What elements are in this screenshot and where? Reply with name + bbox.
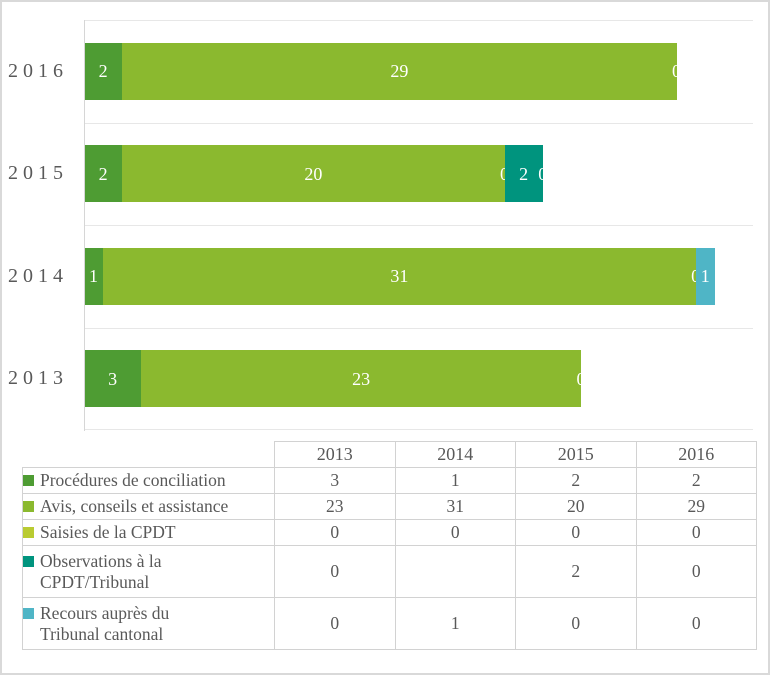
y-axis-label: 2015 (8, 162, 68, 185)
bar-row: 3 23 0 (84, 350, 753, 408)
bar-value-label: 2 (519, 163, 529, 184)
legend-swatch-icon (23, 527, 34, 539)
bar-value-label: 0 (576, 368, 586, 389)
table-cell-value: 0 (515, 597, 637, 650)
bar-segment (103, 247, 696, 305)
bar-segment (84, 247, 104, 305)
legend-label: Recours auprès du Tribunal cantonal (40, 602, 170, 644)
legend-label: Observations à la CPDT/Tribunal (40, 550, 162, 592)
table-body: Procédures de conciliation 3 1 2 2 Avis, cons… (22, 467, 757, 650)
legend-swatch-icon (23, 607, 34, 619)
table-cell-value: 2 (515, 467, 637, 494)
legend-swatch-icon (23, 555, 34, 567)
table-cell-value: 0 (274, 545, 396, 598)
plot-area: 2290220020131013230 (84, 20, 753, 430)
gridline (84, 122, 753, 124)
bar-segment (122, 145, 505, 203)
bar-value-label: 3 (108, 368, 118, 389)
table-row: Procédures de conciliation 3 1 2 2 (22, 467, 757, 494)
bar-value-label: 0 (672, 61, 682, 82)
table-row: Recours auprès du Tribunal cantonal 0 1 0 0 (22, 597, 757, 650)
table-row-label: Procédures de conciliation (22, 467, 275, 494)
bar-value-label: 1 (89, 266, 99, 287)
table-row: Avis, conseils et assistance 23 31 20 29 (22, 493, 757, 520)
y-axis-line (84, 20, 85, 431)
bar-segment (695, 247, 715, 305)
gridline (84, 20, 753, 21)
table-cell-value: 1 (394, 597, 516, 650)
table-cell-value: 3 (274, 467, 396, 494)
bar-segment (84, 42, 123, 100)
table-row-label-content: Avis, conseils et assistance (23, 495, 274, 517)
table-row-label: Observations à la CPDT/Tribunal (22, 545, 275, 598)
bar-row: 13101 (84, 247, 753, 305)
table-corner-cell (22, 441, 275, 468)
table-cell-value: 0 (515, 519, 637, 546)
table-header-cell: 2013 (274, 441, 396, 468)
table-row-label-content: Procédures de conciliation (23, 469, 274, 491)
y-axis-label: 2016 (8, 59, 68, 82)
data-table-container: 2013 2014 2015 2016 Procédures de conciliat… (22, 441, 757, 650)
bar-segment (504, 145, 543, 203)
bar-segment (141, 350, 581, 408)
table-row-label-content: Observations à la CPDT/Tribunal (23, 550, 274, 594)
table-row-label: Recours auprès du Tribunal cantonal (22, 597, 275, 650)
bar-row: 220020 (84, 145, 753, 203)
table-row-label-content: Saisies de la CPDT (23, 521, 274, 543)
table-row: Observations à la CPDT/Tribunal 0 2 0 (22, 545, 757, 598)
table-cell-value: 20 (515, 493, 637, 520)
y-axis-label: 2014 (8, 264, 68, 287)
bar-value-label: 2 (98, 163, 108, 184)
legend-swatch-icon (23, 501, 34, 513)
table-header: 2013 2014 2015 2016 (22, 441, 757, 468)
bar-value-label: 23 (352, 368, 371, 389)
bar-segment (84, 350, 142, 408)
table-header-cell: 2014 (394, 441, 516, 468)
table-cell-value: 0 (635, 519, 757, 546)
bar-value-label: 31 (390, 266, 409, 287)
bar-value-label: 20 (304, 163, 323, 184)
table-row-label: Avis, conseils et assistance (22, 493, 275, 520)
gridline (84, 225, 753, 226)
table-cell-value: 0 (635, 597, 757, 650)
bar-value-label: 1 (700, 266, 710, 287)
table-cell-value (394, 545, 516, 598)
table-cell-value: 1 (394, 467, 516, 494)
table-cell-value: 2 (635, 467, 757, 494)
table-row-label-content: Recours auprès du Tribunal cantonal (23, 602, 274, 646)
table-cell-value: 23 (274, 493, 396, 520)
table-cell-value: 29 (635, 493, 757, 520)
gridline (84, 327, 753, 329)
legend-label: Procédures de conciliation (40, 470, 226, 491)
table-cell-value: 0 (394, 519, 516, 546)
gridline (84, 429, 753, 430)
bar-segment (84, 145, 123, 203)
table-row: Saisies de la CPDT 0 0 0 0 (22, 519, 757, 546)
bar-value-label: 0 (538, 163, 548, 184)
table-header-cell: 2016 (635, 441, 757, 468)
table-cell-value: 31 (394, 493, 516, 520)
data-table: 2013 2014 2015 2016 Procédures de conciliat… (22, 441, 757, 650)
table-cell-value: 0 (635, 545, 757, 598)
table-cell-value: 2 (515, 545, 637, 598)
bar-segment (122, 42, 677, 100)
legend-label: Avis, conseils et assistance (40, 496, 229, 517)
table-header-row: 2013 2014 2015 2016 (22, 441, 757, 468)
bar-row: 2 29 0 (84, 42, 753, 100)
table-header-cell: 2015 (515, 441, 637, 468)
table-cell-value: 0 (274, 519, 396, 546)
y-axis-label: 2013 (8, 367, 68, 390)
table-row-label: Saisies de la CPDT (22, 519, 275, 546)
legend-swatch-icon (23, 475, 34, 487)
bar-value-label: 2 (98, 61, 108, 82)
bar-value-label: 29 (390, 61, 409, 82)
table-cell-value: 0 (274, 597, 396, 650)
legend-label: Saisies de la CPDT (40, 522, 176, 543)
